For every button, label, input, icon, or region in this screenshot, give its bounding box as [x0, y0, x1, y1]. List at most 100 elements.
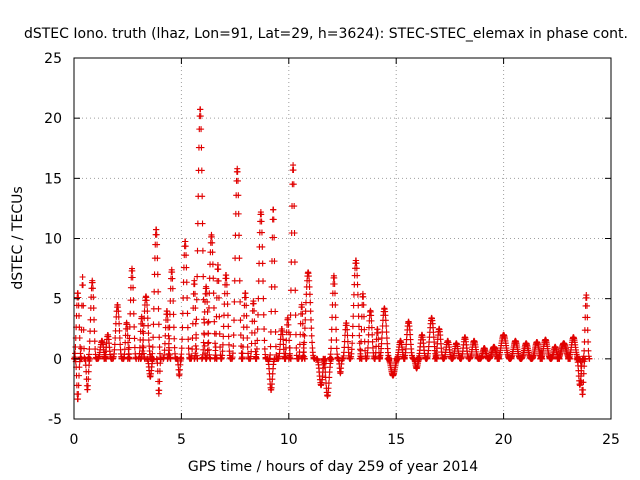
series-arc	[203, 231, 220, 362]
data-point	[80, 302, 87, 309]
data-point	[86, 346, 93, 353]
data-point	[188, 352, 195, 359]
data-point	[269, 370, 276, 377]
data-point	[584, 314, 591, 321]
data-point	[193, 331, 200, 338]
data-point	[368, 317, 375, 324]
data-point	[344, 326, 351, 333]
data-point	[244, 335, 251, 342]
x-tick-label: 15	[387, 432, 405, 448]
data-point	[325, 380, 332, 387]
data-point	[211, 318, 218, 325]
data-point	[149, 350, 156, 357]
data-point	[199, 193, 206, 200]
data-point	[84, 382, 91, 389]
data-point	[89, 285, 96, 292]
data-point	[580, 370, 587, 377]
data-point	[230, 332, 237, 339]
data-point	[260, 278, 267, 285]
data-point	[193, 296, 200, 303]
data-point	[354, 291, 361, 298]
data-point	[215, 294, 222, 301]
series-arc	[266, 206, 280, 362]
data-point	[164, 317, 171, 324]
x-tick-label: 25	[602, 432, 620, 448]
data-point	[130, 297, 137, 304]
data-point	[331, 281, 338, 288]
data-point	[111, 346, 118, 353]
data-point	[79, 274, 86, 281]
data-point	[116, 334, 123, 341]
data-point	[234, 168, 241, 175]
data-point	[76, 364, 83, 371]
data-point	[271, 258, 278, 265]
series-arc	[400, 318, 417, 362]
data-point	[280, 336, 287, 343]
data-point	[270, 206, 277, 213]
data-point	[231, 298, 238, 305]
data-point	[193, 346, 200, 353]
data-point	[285, 321, 292, 328]
data-point	[178, 345, 185, 352]
data-point	[198, 167, 205, 174]
data-point	[91, 316, 98, 323]
data-point	[344, 338, 351, 345]
y-tick-label: 15	[44, 171, 62, 187]
data-point	[153, 231, 160, 238]
data-point	[331, 290, 338, 297]
series-arc	[177, 238, 193, 362]
data-point	[131, 323, 138, 330]
data-point	[200, 339, 207, 346]
data-point	[212, 340, 219, 347]
data-point	[144, 308, 151, 315]
data-point	[81, 345, 88, 352]
data-point	[250, 300, 257, 307]
data-point	[116, 320, 123, 327]
data-point	[261, 337, 268, 344]
data-point	[223, 281, 230, 288]
data-point	[208, 233, 215, 240]
data-point	[299, 310, 306, 317]
data-point	[205, 318, 212, 325]
data-point	[223, 275, 230, 282]
data-point	[209, 261, 216, 268]
data-point	[253, 351, 260, 358]
data-point	[184, 310, 191, 317]
data-point	[301, 339, 308, 346]
data-point	[300, 331, 307, 338]
data-point	[378, 340, 385, 347]
data-point	[237, 317, 244, 324]
data-point	[145, 330, 152, 337]
data-point	[300, 345, 307, 352]
data-point	[584, 327, 591, 334]
data-point	[306, 291, 313, 298]
series-arc	[218, 272, 234, 362]
data-point	[267, 351, 274, 358]
series-arc	[363, 307, 378, 362]
data-point	[349, 332, 356, 339]
data-point	[182, 243, 189, 250]
data-point	[131, 344, 138, 351]
data-point	[185, 336, 192, 343]
data-point	[269, 376, 276, 383]
data-point	[302, 316, 309, 323]
data-point	[76, 372, 83, 379]
data-point	[129, 267, 136, 274]
data-point	[116, 327, 123, 334]
data-point	[155, 321, 162, 328]
data-point	[333, 337, 340, 344]
series-arc	[144, 355, 157, 380]
data-point	[382, 317, 389, 324]
data-point	[237, 298, 244, 305]
data-point	[183, 264, 190, 271]
data-point	[253, 345, 260, 352]
series-arc	[264, 355, 278, 393]
data-point	[170, 324, 177, 331]
data-point	[192, 342, 199, 349]
data-point	[259, 260, 266, 267]
data-point	[306, 283, 313, 290]
data-point	[203, 285, 210, 292]
data-point	[198, 144, 205, 151]
data-point	[85, 376, 92, 383]
data-point	[301, 325, 308, 332]
